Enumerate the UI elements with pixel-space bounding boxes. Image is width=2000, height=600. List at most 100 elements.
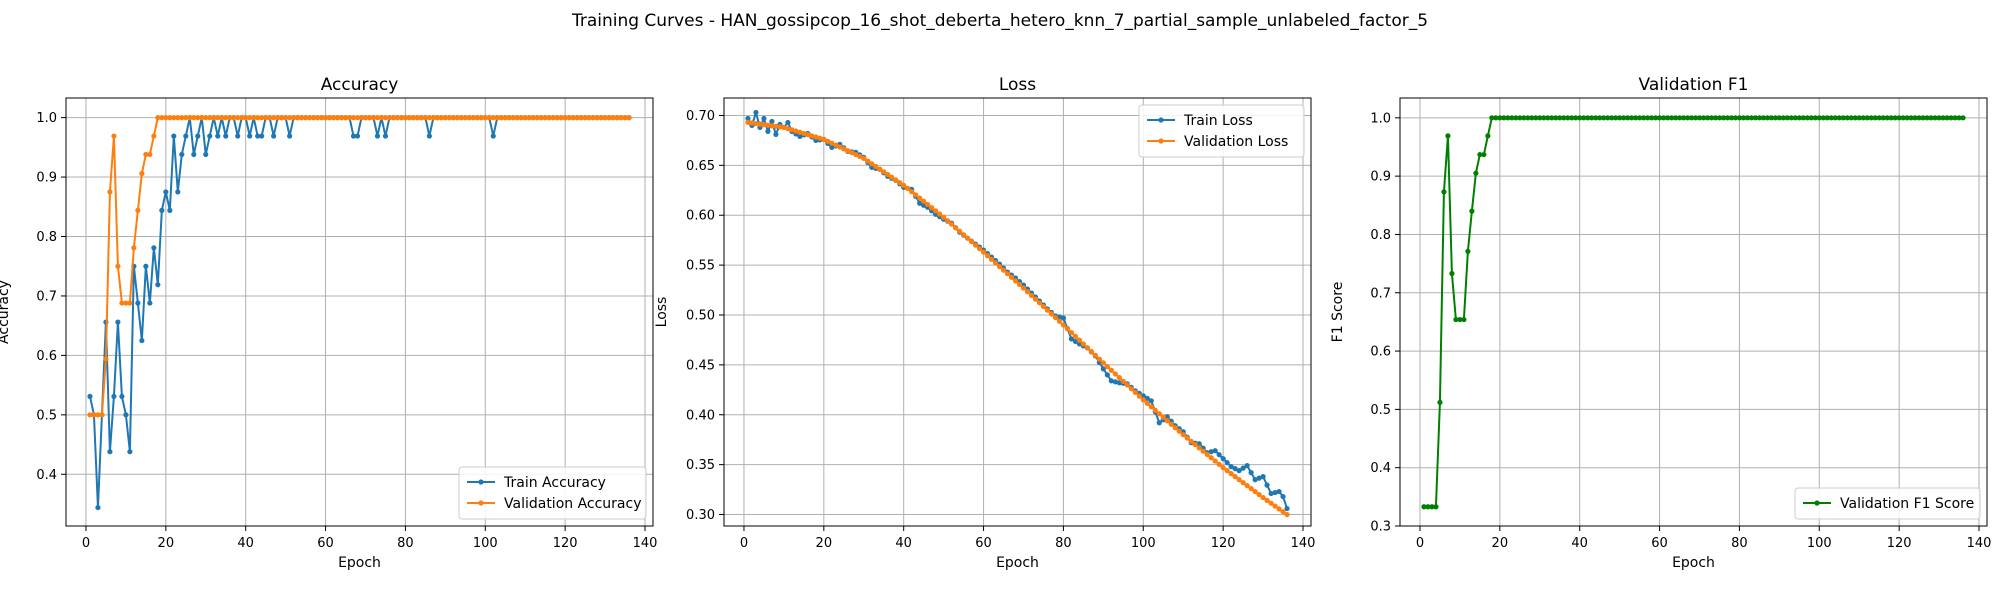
data-point [203,115,209,121]
data-point [1188,438,1194,444]
data-point [618,115,624,121]
data-point [1100,360,1106,366]
data-point [1092,352,1098,358]
data-point [941,214,947,220]
data-point [1856,115,1862,121]
data-point [865,158,871,164]
data-point [1952,115,1958,121]
data-point [490,115,496,121]
data-point [797,129,803,135]
x-tick-label: 60 [975,536,992,551]
data-point [1461,316,1467,323]
data-point [227,115,233,121]
series-line [88,116,630,509]
data-point [1112,379,1118,385]
data-point [1884,115,1890,121]
data-point [354,115,361,121]
data-point [159,115,165,121]
data-point [175,189,181,195]
x-axis-label: Epoch [338,555,381,571]
data-point [1601,115,1607,121]
data-point [1788,115,1794,121]
data-point [1908,115,1914,121]
y-tick-label: 1.0 [36,111,57,126]
data-point [342,115,349,121]
data-point [1433,504,1439,510]
data-point [1004,271,1011,277]
data-point [1664,115,1671,121]
data-point [1844,115,1850,121]
data-point [1084,345,1090,351]
data-point [753,120,759,127]
data-point [1840,115,1846,121]
data-point [765,128,771,135]
data-point [1032,296,1039,302]
y-tick-label: 1.0 [1370,111,1391,126]
data-point [960,232,967,238]
data-point [1597,115,1603,121]
data-point [1732,115,1739,121]
data-point [1441,189,1447,195]
data-point [127,300,133,306]
data-point [1633,115,1639,121]
data-point [984,253,991,259]
data-point [374,133,381,139]
data-point [107,189,113,195]
data-point [1036,300,1043,306]
data-point [753,109,759,116]
data-point [773,131,779,138]
data-point [1072,333,1078,339]
data-point [1457,316,1463,323]
y-tick-label: 0.8 [1370,228,1391,243]
data-point [1772,115,1778,121]
data-point [1688,115,1695,121]
data-point [1625,115,1631,121]
data-point [223,133,229,139]
data-point [318,115,325,121]
data-point [1276,506,1282,512]
data-point [1028,292,1035,299]
data-point [1916,115,1922,121]
data-point [1648,115,1655,121]
data-point [167,207,173,213]
data-point [1816,115,1822,121]
data-point [1660,115,1667,121]
data-point [869,161,875,167]
data-point [1696,115,1703,121]
data-point [921,198,927,204]
data-point [1268,490,1274,497]
data-point [139,170,145,177]
data-point [1784,115,1790,121]
data-point [259,115,265,121]
data-point [155,282,161,288]
data-point [127,449,133,455]
x-tick-label: 140 [633,536,658,551]
data-point [554,115,560,121]
data-point [374,115,381,121]
data-point [1024,289,1031,295]
x-tick-label: 140 [1291,536,1316,551]
data-point [486,115,492,121]
data-point [490,133,496,139]
plot-frame [65,97,654,527]
data-point [610,115,616,121]
y-tick-label: 0.40 [686,408,715,423]
data-point [933,208,939,214]
data-point [478,115,484,121]
data-point [1236,477,1242,483]
y-tick-label: 0.50 [686,308,715,323]
data-point [1724,115,1731,121]
data-point [1256,491,1262,498]
series-validation-f1-score [1421,115,1966,510]
data-point [171,133,177,139]
data-point [247,133,253,139]
data-point [857,153,863,160]
data-point [1284,511,1290,518]
y-tick-label: 0.5 [36,408,57,423]
data-point [207,133,213,139]
data-point [1232,474,1238,480]
data-point [1944,115,1950,121]
data-point [945,218,951,224]
f1-panel: 0 20 40 60 80 100 120 140 0.3 0.4 0.5 0.6 0.7 0.8 0.9 1… [1330,75,1991,571]
data-point [1168,421,1174,427]
